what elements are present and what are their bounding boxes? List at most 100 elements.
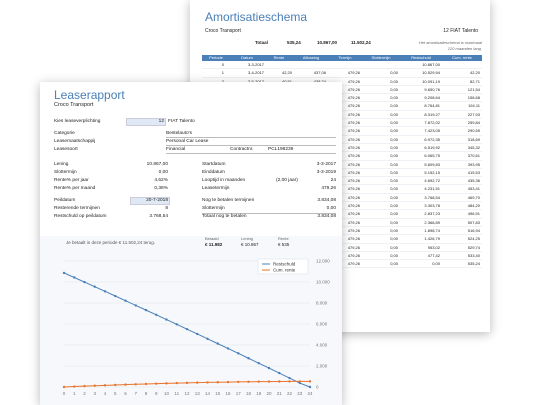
table-cell: 259,84 — [467, 120, 480, 126]
table-row: 479,26 0,00 5.152,15 415,53 — [202, 169, 482, 178]
table-cell: 479,26 — [347, 211, 360, 217]
table-cell: 479,26 — [347, 103, 360, 109]
table-cell: 435,36 — [467, 178, 480, 184]
looptijd-value: 24 — [330, 178, 336, 183]
table-cell: 5.609,83 — [424, 161, 440, 167]
table-cell: 0,00 — [390, 111, 398, 117]
header-rente: Rente — [273, 55, 285, 60]
kies-number-field[interactable] — [126, 118, 166, 126]
nog-te-betalen-label: Nog te betalen termijnen — [202, 198, 255, 203]
categorie-label: Categorie — [54, 131, 75, 136]
data-point-cum-rente — [124, 383, 127, 386]
x-tick-label: 1 — [73, 391, 76, 396]
restschuld-value: 3.768,54 — [149, 214, 168, 219]
y-tick-label: 12.000 — [316, 259, 330, 264]
kies-number: 12 — [158, 119, 164, 124]
table-cell: 8.764,81 — [424, 103, 440, 109]
table-cell: 10.091,19 — [422, 78, 440, 84]
y-tick-label: 10.000 — [316, 280, 330, 285]
totals-aflossing: 10.867,00 — [317, 40, 338, 45]
soort-value: Financial — [166, 147, 186, 152]
data-point-cum-rente — [165, 382, 168, 385]
slottermijn-value: 0,00 — [158, 170, 168, 175]
table-cell: 479,26 — [347, 178, 360, 184]
table-cell: 0,00 — [390, 211, 398, 217]
table-row: 479,26 0,00 477,42 533,40 — [202, 252, 482, 261]
data-point-restschuld — [288, 376, 291, 380]
data-point-cum-rente — [114, 383, 117, 387]
data-point-cum-rente — [196, 381, 199, 384]
peildatum-field[interactable] — [130, 197, 170, 205]
x-tick-label: 6 — [124, 391, 127, 396]
table-cell: 0,00 — [390, 194, 398, 200]
table-cell: 479,26 — [347, 194, 360, 200]
y-tick-label: 8.000 — [316, 301, 328, 306]
table-cell: 5.152,15 — [424, 169, 440, 175]
table-cell: 477,42 — [427, 252, 440, 258]
data-point-restschuld — [206, 337, 209, 340]
data-point-cum-rente — [93, 384, 96, 387]
table-cell: 0,00 — [390, 219, 398, 225]
table-cell: 479,26 — [347, 86, 360, 92]
data-point-cum-rente — [226, 380, 230, 384]
table-row: 479,26 0,00 6.972,35 318,69 — [202, 136, 482, 144]
table-row: 479,26 0,00 3.768,54 469,70 — [202, 194, 482, 203]
table-cell: 227,93 — [467, 111, 480, 117]
table-cell: 484,20 — [467, 203, 480, 209]
table-cell: 0,00 — [390, 70, 398, 76]
data-point-restschuld — [93, 285, 96, 288]
totaal-label: Totaal nog te betalen — [202, 214, 247, 219]
table-cell: 479,26 — [347, 261, 360, 267]
legend-box — [257, 258, 309, 275]
table-cell: 479,26 — [347, 169, 360, 175]
table-cell: 0,00 — [390, 136, 398, 142]
table-cell: 453,41 — [467, 186, 480, 192]
table-cell: 479,26 — [347, 161, 360, 167]
table-cell: 318,69 — [467, 136, 480, 142]
maatschappij-value: Personal Car Lease — [166, 139, 209, 144]
table-cell: 0,00 — [390, 78, 398, 84]
maatschappij-label: Leasemaatschappij — [54, 139, 96, 144]
data-point-cum-rente — [134, 383, 137, 386]
x-tick-label: 12 — [184, 391, 190, 396]
data-point-restschuld — [257, 361, 260, 365]
table-row: 479,26 0,00 2.368,89 507,83 — [202, 219, 482, 227]
table-cell: 479,26 — [347, 153, 360, 159]
data-point-restschuld — [226, 347, 230, 350]
table-cell: 370,61 — [467, 153, 480, 159]
table-cell: 507,83 — [467, 219, 480, 225]
data-point-cum-rente — [308, 380, 312, 383]
sheet-title: Leaserapport — [54, 88, 125, 102]
einddatum-label: Einddatum — [202, 170, 225, 175]
table-cell: 1 — [221, 70, 224, 76]
table-cell: 2 — [202, 78, 224, 85]
table-cell: 4.231,51 — [424, 186, 440, 192]
x-tick-label: 9 — [155, 391, 158, 396]
table-row: 479,26 0,00 4.692,72 435,36 — [202, 177, 482, 186]
table-cell: 0,00 — [390, 252, 398, 258]
totals-termijn: 11.502,24 — [351, 40, 371, 45]
data-point-cum-rente — [288, 380, 291, 383]
table-row: 479,26 0,00 9.650,76 121,54 — [202, 86, 482, 95]
lening-summary-value: € 10.867 — [241, 242, 259, 247]
kies-value: FIAT Talento — [168, 119, 195, 124]
table-row: 479,26 0,00 2.837,23 496,91 — [202, 210, 482, 219]
peildatum-label: Peildatum — [54, 198, 76, 203]
data-point-cum-rente — [73, 385, 76, 388]
peildatum-value: 20-7-2018 — [146, 198, 168, 203]
data-point-restschuld — [308, 385, 312, 389]
header-datum: Datum — [241, 55, 253, 60]
x-tick-label: 16 — [225, 391, 231, 396]
table-cell: 393,95 — [467, 161, 480, 167]
table-cell: 479,26 — [347, 120, 360, 126]
table-cell: 0,00 — [390, 236, 398, 242]
data-point-cum-rente — [247, 380, 250, 383]
legend-label: Restschuld — [273, 262, 296, 267]
startdatum-value: 3-3-2017 — [316, 162, 336, 167]
table-row: 479,26 0,00 0,00 535,24 — [202, 260, 482, 269]
table-cell: 3.768,54 — [424, 194, 440, 200]
table-cell: 194,11 — [468, 103, 480, 109]
data-point-cum-rente — [62, 385, 66, 389]
table-cell: 479,26 — [347, 70, 360, 76]
x-tick-label: 24 — [307, 391, 313, 396]
